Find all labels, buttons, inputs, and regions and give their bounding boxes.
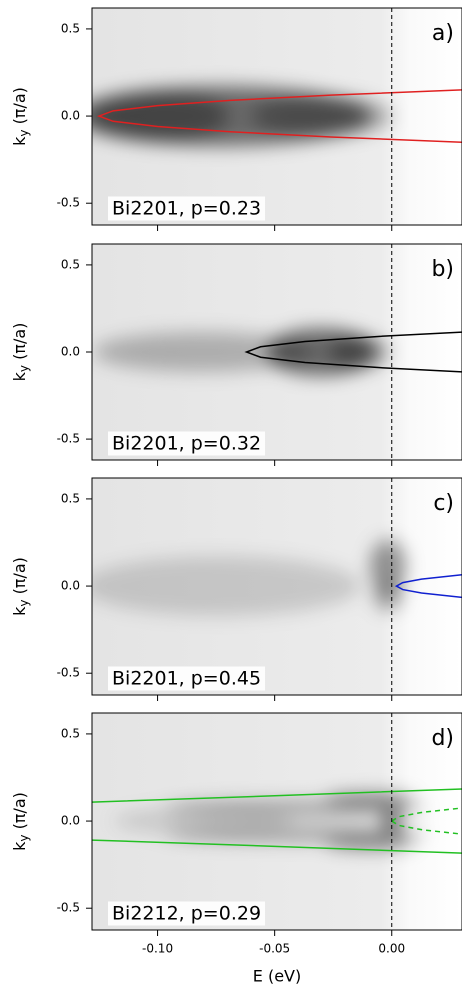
- curve: [244, 331, 462, 373]
- sample-label: Bi2212, p=0.29: [112, 903, 261, 925]
- sample-label-bg: [108, 431, 266, 456]
- intensity-blob: [113, 807, 293, 836]
- curve: [394, 573, 462, 599]
- y-tick-label: 0.5: [61, 726, 80, 740]
- y-axis-label: ky (π/a): [10, 557, 31, 616]
- y-tick-label: 0.5: [61, 491, 80, 505]
- x-tick-label: -0.05: [259, 942, 290, 956]
- y-label-unit: (π/a): [10, 323, 29, 365]
- panel-label: b): [431, 257, 454, 282]
- curves: [92, 788, 462, 854]
- y-tick-label: -0.5: [57, 901, 80, 915]
- y-label-unit: (π/a): [10, 87, 29, 129]
- intensity-blob: [251, 96, 392, 137]
- y-tick-label: -0.5: [57, 666, 80, 680]
- curves: [244, 331, 462, 373]
- y-tick-label: -0.5: [57, 196, 80, 210]
- intensity-blob: [324, 793, 415, 806]
- y-label-unit: (π/a): [10, 557, 29, 599]
- intensity: [92, 86, 392, 147]
- sample-label: Bi2201, p=0.45: [112, 668, 261, 690]
- curves: [394, 573, 462, 599]
- intensity-map: [92, 8, 462, 225]
- curve: [92, 788, 462, 803]
- y-label-main: k: [10, 371, 29, 381]
- x-tick-label: -0.10: [142, 942, 173, 956]
- sample-label-bg: [108, 901, 266, 926]
- y-tick-label: 0.0: [61, 345, 80, 359]
- intensity: [93, 328, 389, 376]
- intensity-map: [92, 244, 462, 460]
- intensity: [113, 793, 426, 850]
- intensity-blob: [93, 332, 313, 372]
- curves: [96, 89, 462, 143]
- intensity-blob: [370, 540, 406, 593]
- sample-label-bg: [108, 666, 266, 691]
- panel: 0.5 0.0 -0.5 c) Bi2201, p=0.45 ky (π/a): [10, 477, 462, 701]
- y-tick-label: 0.5: [61, 21, 80, 35]
- y-axis-label: ky (π/a): [10, 323, 31, 382]
- panel-label: d): [431, 726, 454, 751]
- y-tick-label: 0.0: [61, 579, 80, 593]
- y-label-main: k: [10, 841, 29, 851]
- panel-label: a): [432, 21, 454, 46]
- y-label-sub: y: [17, 130, 31, 137]
- curve: [96, 89, 462, 143]
- curve: [391, 820, 462, 835]
- y-axis-label: ky (π/a): [10, 87, 31, 146]
- intensity-blob: [92, 556, 362, 617]
- y-tick-label: 0.0: [61, 814, 80, 828]
- intensity: [92, 540, 406, 617]
- intensity-blob: [328, 336, 389, 368]
- intensity-map: [92, 713, 462, 930]
- curve: [92, 839, 462, 854]
- sample-label-bg: [108, 196, 266, 221]
- intensity-map: [92, 478, 462, 695]
- panel-label: c): [433, 491, 454, 516]
- y-label-sub: y: [17, 835, 31, 842]
- intensity-blob: [374, 582, 402, 611]
- panel: 0.5 0.0 -0.5 -0.10 -0.05 0.00 d) Bi2212, p=0.29…: [10, 712, 462, 986]
- y-label-main: k: [10, 606, 29, 616]
- y-label-main: k: [10, 136, 29, 146]
- x-tick-label: 0.00: [378, 942, 405, 956]
- sample-label: Bi2201, p=0.32: [112, 433, 261, 455]
- y-label-sub: y: [17, 600, 31, 607]
- panel: 0.5 0.0 -0.5 b) Bi2201, p=0.32 ky (π/a): [10, 243, 462, 466]
- y-tick-label: 0.0: [61, 109, 80, 123]
- x-axis-label: E (eV): [253, 967, 301, 986]
- intensity-blob: [324, 837, 415, 850]
- y-label-unit: (π/a): [10, 792, 29, 834]
- intensity-blob: [92, 92, 229, 141]
- sample-label: Bi2201, p=0.23: [112, 198, 261, 220]
- y-label-sub: y: [17, 365, 31, 372]
- y-tick-label: -0.5: [57, 432, 80, 446]
- y-tick-label: 0.5: [61, 257, 80, 271]
- panel: 0.5 0.0 -0.5 a) Bi2201, p=0.23 ky (π/a): [10, 7, 462, 231]
- curve: [391, 807, 462, 822]
- y-axis-label: ky (π/a): [10, 792, 31, 851]
